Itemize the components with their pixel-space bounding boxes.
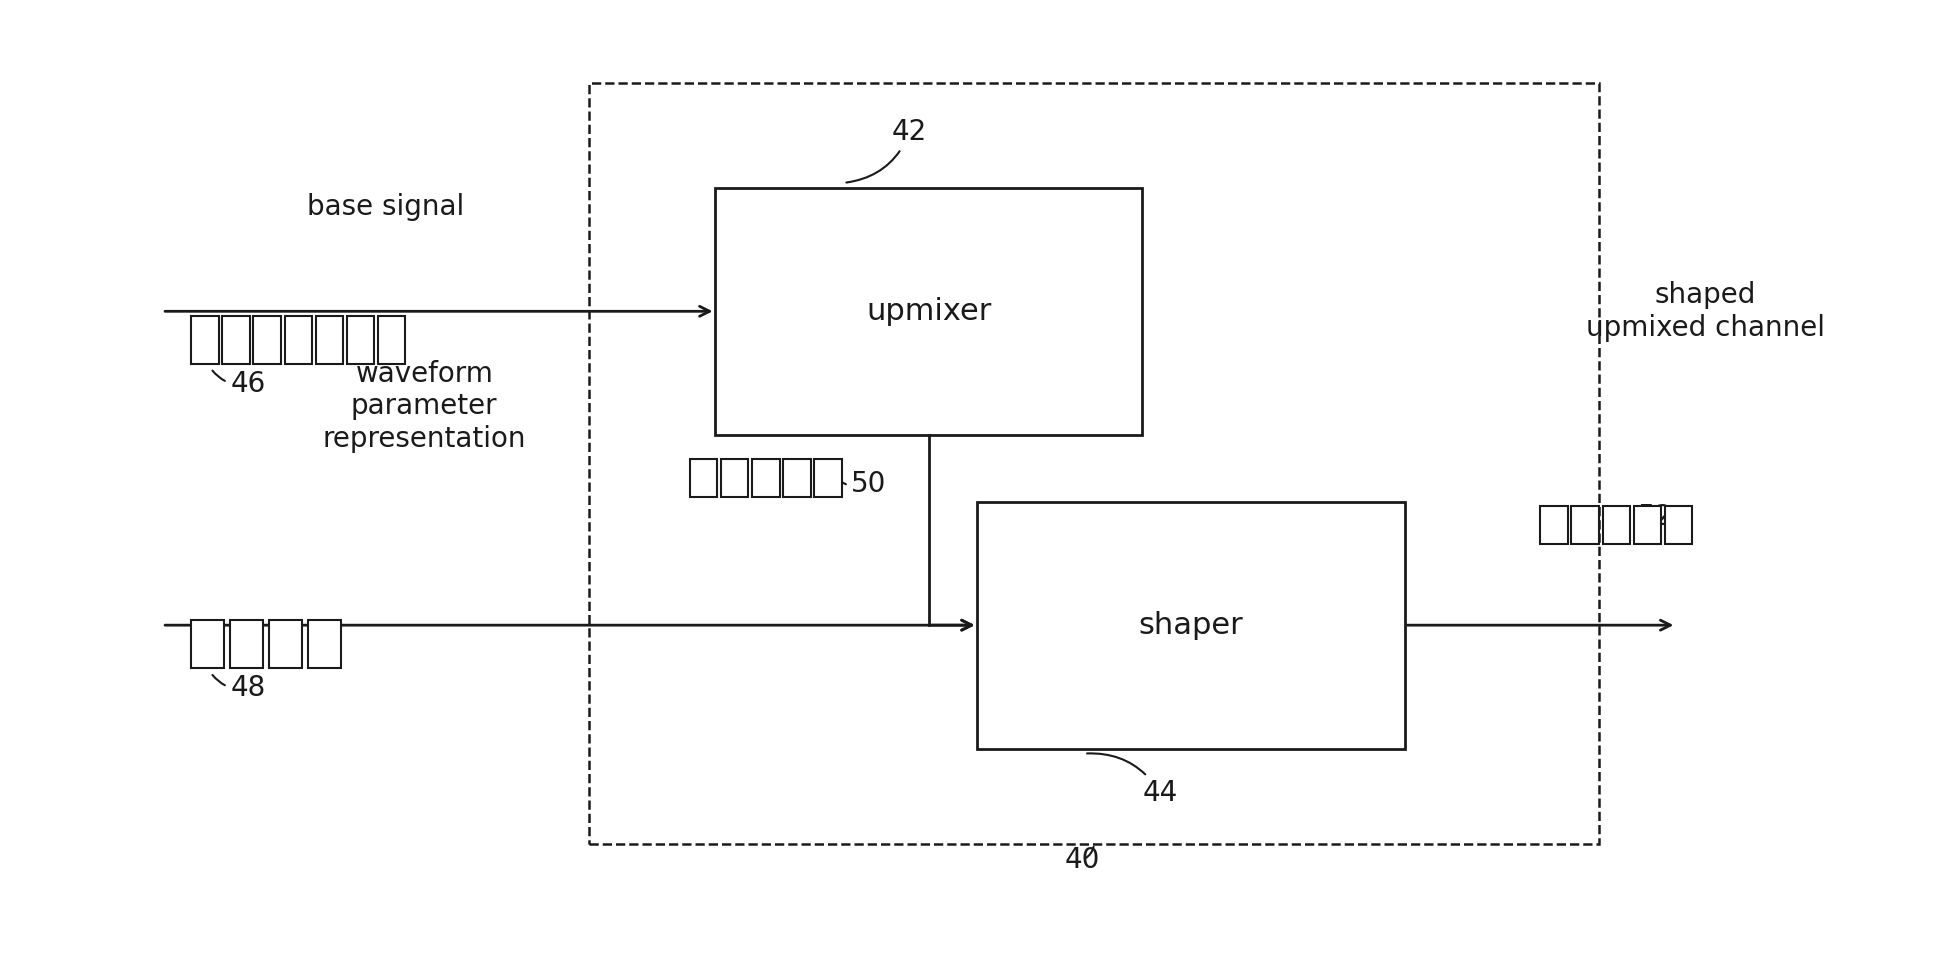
Bar [753,458,780,497]
Text: 44: 44 [1087,754,1177,807]
Bar [716,187,1142,435]
Text: shaped
upmixed channel: shaped upmixed channel [1586,281,1824,342]
Text: shaper: shaper [1138,611,1243,640]
Bar [1634,507,1660,544]
Bar [1541,507,1568,544]
Bar [346,317,373,364]
Bar [1572,507,1599,544]
Bar [690,458,717,497]
Bar [192,317,219,364]
Text: 46: 46 [213,371,266,399]
Bar [784,458,811,497]
Bar [1664,507,1691,544]
Bar [588,83,1599,844]
Bar [231,620,264,668]
Text: base signal: base signal [307,193,463,221]
Text: 42: 42 [847,118,927,182]
Text: 50: 50 [839,470,888,498]
Text: 48: 48 [213,675,266,703]
Text: waveform
parameter
representation: waveform parameter representation [323,360,526,453]
Text: 52: 52 [1638,504,1683,532]
Bar [254,317,282,364]
Bar [315,317,342,364]
Text: upmixer: upmixer [866,297,991,326]
Bar [192,620,225,668]
Bar [285,317,311,364]
Bar [721,458,749,497]
Bar [377,317,405,364]
Bar [223,317,250,364]
Bar [307,620,340,668]
Bar [270,620,301,668]
Bar [978,502,1404,749]
Bar [1603,507,1630,544]
Bar [815,458,841,497]
Text: 40: 40 [1065,845,1101,873]
